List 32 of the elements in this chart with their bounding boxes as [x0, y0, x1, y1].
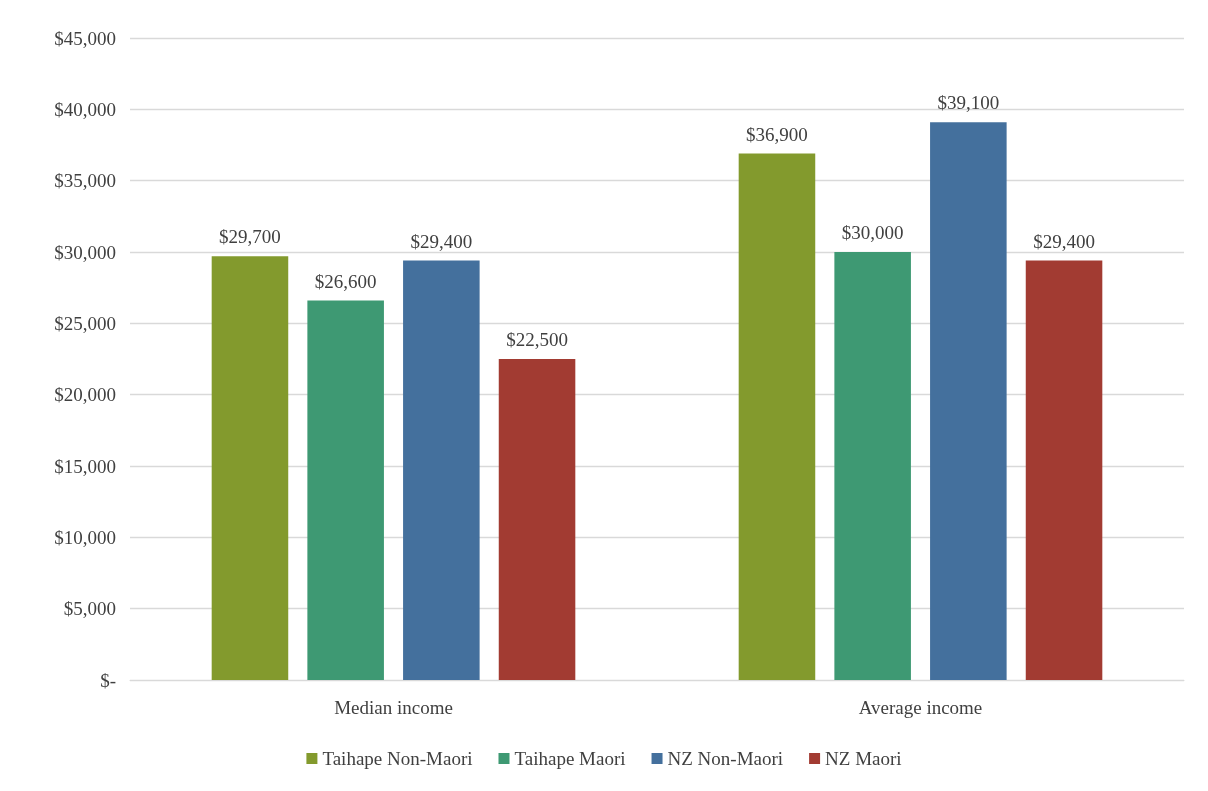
data-label: $26,600: [314, 270, 377, 292]
bar: [738, 153, 816, 680]
data-label: $30,000: [841, 222, 904, 243]
bar: [211, 256, 289, 680]
y-tick-label: $20,000: [54, 384, 116, 406]
legend-label: NZ Non-Maori: [667, 748, 784, 769]
y-tick-label: $45,000: [54, 27, 116, 49]
y-tick-label: $30,000: [54, 241, 116, 263]
legend-label: Taihape Maori: [514, 748, 626, 769]
legend-label: Taihape Non-Maori: [322, 748, 473, 769]
data-label: $29,400: [1033, 230, 1095, 252]
data-label: $22,500: [506, 329, 568, 350]
bar: [1025, 260, 1103, 680]
bar: [403, 260, 480, 680]
bar: [498, 359, 576, 680]
bar: [930, 122, 1007, 680]
data-label: $29,400: [410, 230, 473, 252]
y-tick-label: $5,000: [63, 598, 116, 620]
data-label: $29,700: [219, 226, 281, 248]
y-tick-label: $15,000: [54, 455, 116, 477]
y-tick-label: $40,000: [54, 98, 116, 120]
x-tick-label: Median income: [334, 697, 453, 718]
y-tick-label: $35,000: [54, 170, 116, 192]
x-tick-label: Average income: [858, 697, 983, 718]
bar: [834, 252, 911, 680]
y-tick-label: $-: [100, 669, 116, 691]
data-label: $39,100: [937, 92, 1000, 114]
bar: [307, 300, 384, 680]
y-tick-label: $25,000: [54, 312, 116, 334]
data-label: $36,900: [746, 123, 808, 145]
y-tick-label: $10,000: [54, 526, 116, 548]
legend-label: NZ Maori: [825, 748, 902, 769]
